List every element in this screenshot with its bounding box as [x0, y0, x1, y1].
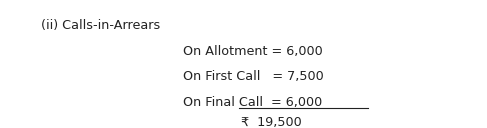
Text: On Allotment = 6,000: On Allotment = 6,000 — [183, 45, 322, 58]
Text: On Final Call  = 6,000: On Final Call = 6,000 — [183, 96, 322, 109]
Text: ₹  19,500: ₹ 19,500 — [241, 116, 302, 128]
Text: (ii) Calls-in-Arrears: (ii) Calls-in-Arrears — [41, 19, 161, 32]
Text: On First Call   = 7,500: On First Call = 7,500 — [183, 70, 323, 83]
